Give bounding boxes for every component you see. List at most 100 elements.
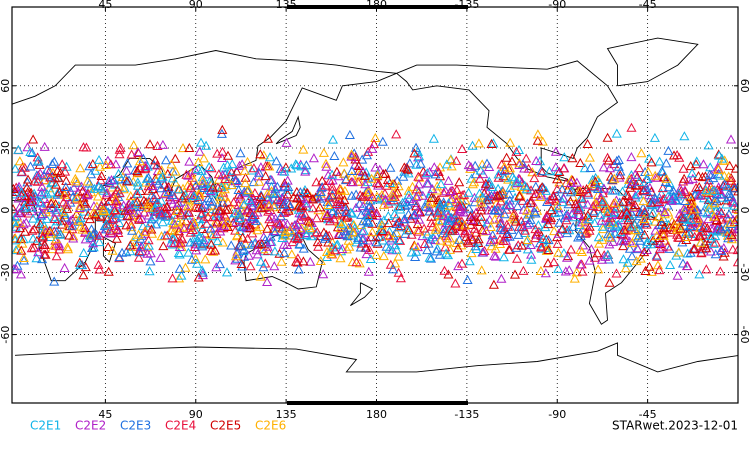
obs-marker (687, 168, 698, 178)
obs-marker (51, 234, 62, 244)
obs-marker (50, 179, 62, 189)
obs-marker (440, 230, 451, 240)
obs-marker (451, 197, 462, 207)
obs-marker (167, 224, 178, 234)
obs-marker (651, 230, 662, 241)
obs-marker (266, 211, 277, 221)
obs-marker (148, 159, 159, 169)
obs-marker (258, 150, 269, 160)
obs-marker (412, 219, 423, 229)
obs-marker (59, 262, 70, 272)
obs-marker (12, 260, 23, 270)
obs-marker (201, 140, 212, 150)
obs-marker (150, 219, 162, 229)
obs-marker (503, 244, 514, 254)
obs-marker (624, 243, 635, 253)
obs-marker (552, 174, 563, 184)
obs-marker (553, 247, 564, 257)
obs-marker (67, 220, 78, 230)
obs-marker (122, 158, 133, 168)
obs-marker (114, 149, 125, 159)
obs-marker (184, 142, 195, 152)
obs-marker (307, 203, 318, 213)
obs-marker (503, 221, 514, 231)
obs-marker (680, 213, 691, 224)
obs-marker (62, 242, 73, 252)
obs-marker (324, 192, 335, 202)
obs-marker (583, 187, 594, 197)
obs-marker (620, 263, 631, 273)
obs-marker (565, 196, 576, 206)
obs-marker (28, 134, 39, 144)
obs-marker (208, 246, 219, 256)
obs-marker (177, 193, 188, 203)
obs-marker (218, 217, 229, 227)
obs-marker (579, 163, 590, 173)
obs-marker (659, 223, 670, 233)
obs-marker (87, 242, 98, 252)
obs-marker (128, 176, 139, 186)
obs-marker (565, 187, 576, 197)
obs-marker (27, 147, 38, 157)
obs-marker (411, 191, 422, 202)
obs-marker (193, 194, 204, 204)
obs-marker (409, 209, 420, 219)
obs-marker (575, 228, 586, 238)
obs-marker (182, 201, 193, 211)
obs-marker (16, 166, 28, 176)
obs-marker (409, 241, 420, 251)
obs-marker (40, 226, 51, 236)
obs-marker (329, 214, 340, 224)
obs-marker (678, 204, 689, 214)
obs-marker (45, 187, 56, 197)
obs-marker (357, 234, 368, 245)
obs-marker (183, 170, 194, 180)
obs-marker (220, 173, 231, 183)
obs-marker (635, 226, 646, 236)
obs-marker (29, 224, 40, 234)
obs-marker (29, 188, 40, 198)
obs-marker (716, 214, 727, 224)
obs-marker (311, 213, 322, 223)
obs-marker (324, 175, 336, 185)
obs-marker (177, 142, 189, 153)
obs-marker (143, 235, 154, 245)
obs-marker (322, 196, 333, 206)
obs-marker (346, 190, 357, 200)
obs-marker (429, 162, 440, 172)
obs-marker (128, 241, 139, 251)
obs-marker (663, 191, 674, 201)
obs-marker (85, 232, 96, 242)
obs-marker (659, 172, 670, 182)
obs-marker (283, 205, 294, 215)
obs-marker (653, 211, 664, 221)
obs-marker (433, 216, 444, 226)
obs-marker (454, 234, 465, 244)
obs-marker (346, 165, 357, 175)
obs-marker (626, 151, 637, 162)
obs-marker (501, 200, 512, 210)
obs-marker (167, 189, 178, 200)
obs-marker (694, 181, 705, 191)
obs-marker (329, 150, 340, 160)
obs-marker (662, 241, 673, 251)
obs-marker (659, 206, 670, 216)
obs-marker (434, 200, 445, 210)
obs-marker (538, 233, 549, 243)
obs-marker (291, 193, 303, 203)
obs-marker (457, 143, 468, 153)
obs-marker (269, 261, 280, 271)
obs-marker (361, 249, 372, 259)
obs-marker (525, 197, 536, 207)
obs-marker (618, 196, 629, 206)
obs-marker (619, 224, 630, 234)
obs-marker (338, 157, 349, 167)
obs-marker (339, 219, 350, 230)
footer-label: STARwet.2023-12-01 (612, 419, 738, 433)
obs-marker (584, 255, 595, 265)
obs-marker (471, 243, 482, 253)
obs-marker (465, 161, 476, 171)
obs-marker (176, 232, 187, 242)
obs-marker (35, 198, 46, 208)
obs-marker (82, 176, 93, 186)
